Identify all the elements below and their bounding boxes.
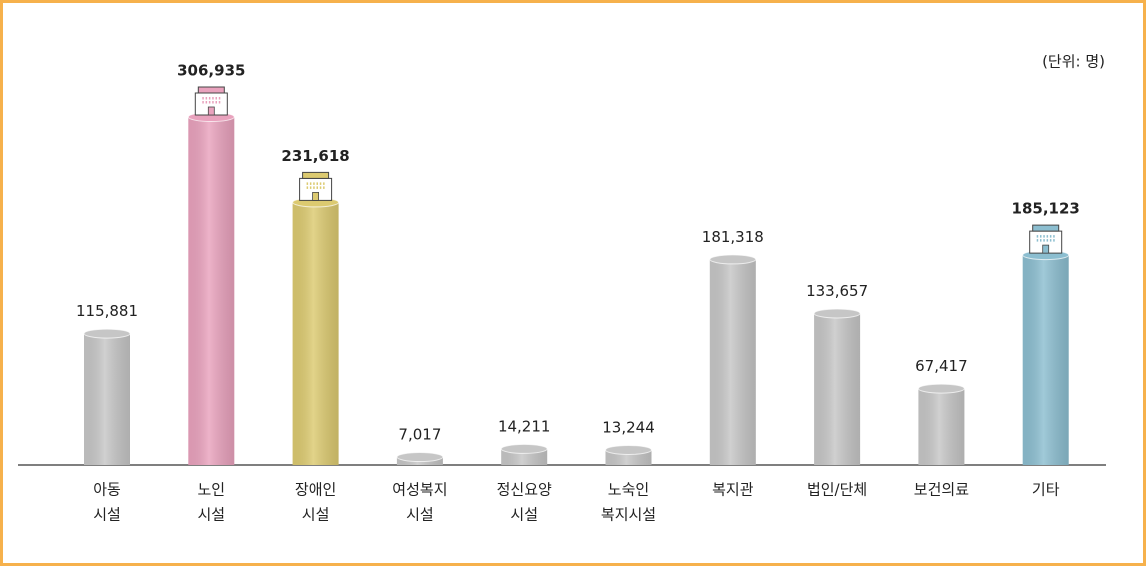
value-label: 185,123 bbox=[1012, 200, 1080, 218]
icon-part bbox=[212, 97, 214, 100]
icon-part bbox=[1040, 239, 1042, 242]
x-tick-label: 시설 bbox=[197, 506, 225, 524]
icon-part bbox=[208, 97, 211, 100]
icon-part bbox=[319, 186, 322, 189]
bar-top bbox=[500, 443, 548, 454]
value-label: 306,935 bbox=[177, 62, 245, 80]
icon-part bbox=[1042, 244, 1050, 254]
bar-shade bbox=[814, 313, 861, 465]
icon-part bbox=[309, 182, 312, 185]
bar-top bbox=[605, 444, 652, 455]
icon-part bbox=[313, 182, 315, 185]
icon-part bbox=[312, 191, 320, 201]
bar-top bbox=[813, 308, 861, 319]
icon-part bbox=[1036, 235, 1039, 238]
x-tick-label: 복지관 bbox=[712, 481, 754, 499]
icon-part bbox=[1053, 239, 1055, 242]
icon-part bbox=[218, 97, 221, 100]
icon-part bbox=[323, 182, 325, 185]
icon-part bbox=[309, 186, 312, 189]
value-label: 181,318 bbox=[702, 228, 764, 246]
x-tick-label: 여성복지 bbox=[392, 481, 447, 499]
icon-part bbox=[208, 101, 211, 104]
icon-part bbox=[306, 182, 309, 185]
icon-part bbox=[1043, 239, 1045, 242]
bar-shade bbox=[918, 388, 965, 465]
x-tick-label: 노인 bbox=[197, 481, 225, 499]
icon-part bbox=[212, 101, 214, 104]
value-label: 133,657 bbox=[806, 282, 868, 300]
x-tick-label: 정신요양 bbox=[497, 481, 552, 499]
bar-top bbox=[396, 452, 444, 463]
bar-shade bbox=[709, 259, 756, 465]
value-label: 115,881 bbox=[76, 302, 138, 320]
icon-part bbox=[1046, 235, 1049, 238]
x-tick-label: 장애인 bbox=[295, 481, 336, 499]
icon-part bbox=[202, 101, 204, 104]
icon-part bbox=[197, 86, 225, 94]
x-tick-label: 기타 bbox=[1032, 481, 1060, 499]
icon-part bbox=[316, 182, 318, 185]
icon-part bbox=[202, 97, 204, 100]
x-tick-label: 시설 bbox=[302, 506, 330, 524]
icon-part bbox=[1049, 235, 1052, 238]
value-label: 231,618 bbox=[281, 147, 349, 165]
unit-note: (단위: 명) bbox=[1042, 53, 1105, 71]
x-tick-label: 보건의료 bbox=[914, 481, 969, 499]
icon-part bbox=[323, 186, 325, 189]
icon-part bbox=[316, 186, 318, 189]
icon-part bbox=[205, 101, 208, 104]
bar-top bbox=[917, 383, 965, 394]
icon-part bbox=[218, 101, 221, 104]
x-tick-label: 노숙인 bbox=[608, 481, 649, 499]
icon-part bbox=[1053, 235, 1055, 238]
icon-part bbox=[302, 171, 330, 179]
value-label: 14,211 bbox=[498, 417, 551, 435]
building-icon bbox=[194, 86, 228, 116]
bar-shade bbox=[188, 117, 235, 465]
value-label: 7,017 bbox=[398, 426, 441, 444]
bar-top bbox=[709, 254, 757, 265]
icon-part bbox=[1043, 235, 1045, 238]
icon-part bbox=[1036, 239, 1039, 242]
bar-shade bbox=[292, 202, 339, 465]
building-icon bbox=[1029, 224, 1063, 254]
bar-shade bbox=[1022, 255, 1069, 465]
icon-part bbox=[207, 106, 215, 116]
icon-part bbox=[313, 186, 315, 189]
value-label: 13,244 bbox=[602, 418, 655, 436]
icon-part bbox=[1040, 235, 1042, 238]
value-label: 67,417 bbox=[915, 357, 968, 375]
building-icon bbox=[299, 171, 333, 201]
icon-part bbox=[319, 182, 322, 185]
x-tick-label: 시설 bbox=[93, 506, 121, 524]
x-tick-label: 법인/단체 bbox=[807, 481, 867, 499]
icon-part bbox=[1032, 224, 1060, 232]
icon-part bbox=[1046, 239, 1049, 242]
x-tick-label: 시설 bbox=[406, 506, 434, 524]
icon-part bbox=[1049, 239, 1052, 242]
bar-shade bbox=[84, 333, 130, 465]
x-tick-label: 아동 bbox=[93, 481, 121, 499]
bar-top bbox=[83, 328, 131, 339]
icon-part bbox=[205, 97, 208, 100]
x-tick-label: 복지시설 bbox=[601, 506, 656, 524]
icon-part bbox=[306, 186, 309, 189]
icon-part bbox=[215, 97, 217, 100]
x-tick-label: 시설 bbox=[510, 506, 538, 524]
icon-part bbox=[215, 101, 217, 104]
